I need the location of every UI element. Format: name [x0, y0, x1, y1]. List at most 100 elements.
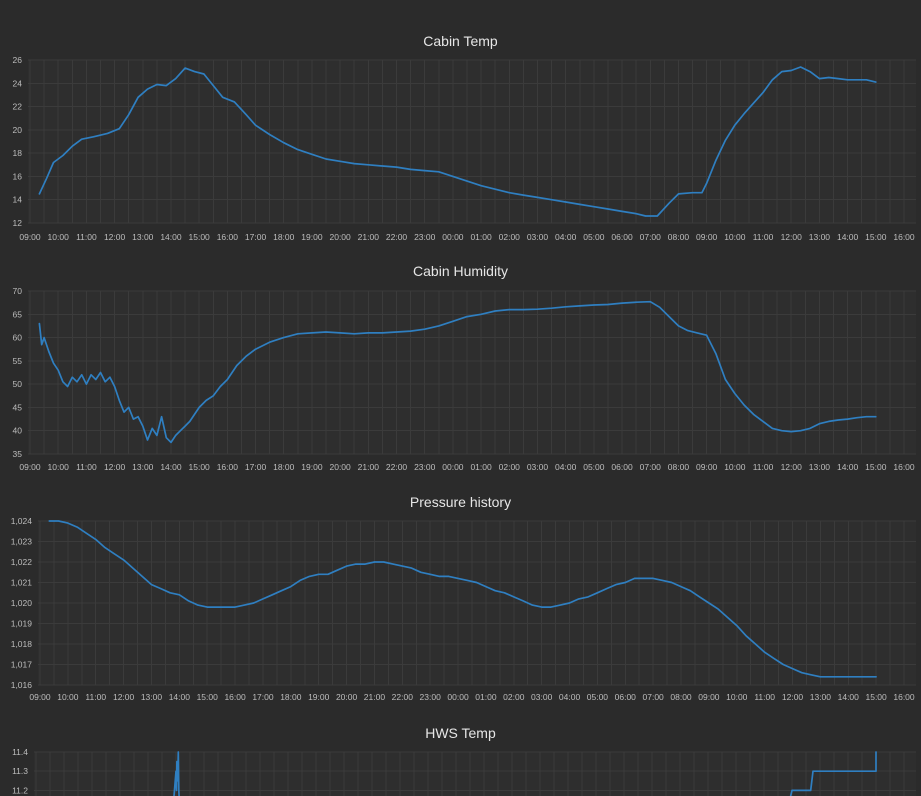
x-tick-label: 18:00	[273, 232, 295, 242]
x-tick-label: 22:00	[386, 462, 408, 472]
x-tick-label: 06:00	[611, 232, 633, 242]
x-tick-label: 05:00	[587, 692, 609, 702]
chart-cabin-humidity: Cabin Humidity 70 65 60 55 50 45 40 35 09:00 10:0…	[13, 263, 916, 472]
x-tick-label: 16:00	[893, 232, 915, 242]
y-tick-label: 16	[13, 171, 23, 181]
y-tick-label: 70	[13, 286, 23, 296]
x-tick-label: 15:00	[865, 692, 887, 702]
x-tick-label: 16:00	[217, 462, 239, 472]
x-tick-label: 12:00	[113, 692, 135, 702]
x-tick-label: 19:00	[301, 232, 323, 242]
x-tick-label: 18:00	[280, 692, 302, 702]
x-tick-label: 17:00	[245, 462, 267, 472]
x-tick-label: 00:00	[442, 462, 464, 472]
x-tick-label: 09:00	[696, 462, 718, 472]
x-tick-label: 14:00	[837, 462, 859, 472]
x-tick-label: 03:00	[527, 232, 549, 242]
x-tick-label: 11:00	[76, 462, 97, 472]
y-tick-label: 22	[13, 102, 23, 112]
x-tick-label: 16:00	[217, 232, 239, 242]
x-tick-label: 12:00	[781, 462, 803, 472]
x-tick-label: 14:00	[837, 232, 859, 242]
x-tick-label: 23:00	[414, 462, 436, 472]
x-tick-label: 19:00	[301, 462, 323, 472]
x-tick-label: 19:00	[308, 692, 330, 702]
x-tick-label: 12:00	[782, 692, 804, 702]
x-tick-label: 12:00	[104, 462, 126, 472]
x-tick-label: 08:00	[670, 692, 692, 702]
y-tick-label: 18	[13, 148, 23, 158]
x-tick-label: 15:00	[189, 462, 211, 472]
y-tick-label: 1,017	[11, 660, 33, 670]
x-tick-label: 11:00	[76, 232, 97, 242]
series-line	[38, 66, 877, 217]
x-tick-label: 01:00	[475, 692, 497, 702]
series-line	[48, 520, 877, 678]
chart-pressure-history: Pressure history 1,024 1,023 1,022 1,021 1,0…	[11, 494, 916, 702]
x-tick-label: 10:00	[48, 232, 70, 242]
x-tick-label: 10:00	[724, 232, 746, 242]
x-tick-label: 09:00	[19, 232, 41, 242]
x-tick-label: 08:00	[668, 232, 690, 242]
y-tick-label: 24	[13, 78, 23, 88]
x-tick-label: 11:00	[754, 692, 775, 702]
x-tick-label: 13:00	[132, 462, 154, 472]
x-tick-label: 02:00	[499, 232, 521, 242]
x-tick-label: 20:00	[329, 462, 351, 472]
y-tick-label: 1,021	[11, 578, 33, 588]
x-tick-label: 04:00	[555, 232, 577, 242]
x-tick-label: 12:00	[781, 232, 803, 242]
x-tick-label: 12:00	[104, 232, 126, 242]
y-tick-label: 55	[13, 356, 23, 366]
x-tick-label: 20:00	[329, 232, 351, 242]
y-tick-label: 50	[13, 379, 23, 389]
y-tick-label: 40	[13, 426, 23, 436]
x-tick-label: 09:00	[29, 692, 51, 702]
y-tick-label: 1,018	[11, 639, 33, 649]
x-tick-label: 02:00	[503, 692, 525, 702]
x-tick-label: 09:00	[696, 232, 718, 242]
x-tick-label: 23:00	[420, 692, 442, 702]
y-tick-label: 1,020	[11, 598, 33, 608]
chart-cabin-temp: Cabin Temp 26 24 22 20 18 16 14 12 09:00 10:00 11:…	[13, 33, 916, 242]
y-tick-label: 65	[13, 309, 23, 319]
y-tick-label: 1,023	[11, 537, 33, 547]
x-tick-label: 10:00	[57, 692, 79, 702]
series-line	[38, 300, 877, 444]
x-tick-label: 04:00	[559, 692, 581, 702]
x-tick-label: 02:00	[499, 462, 521, 472]
chart-title: Cabin Humidity	[413, 263, 508, 279]
y-tick-label: 14	[13, 195, 23, 205]
x-tick-label: 16:00	[893, 462, 915, 472]
x-tick-label: 04:00	[555, 462, 577, 472]
y-tick-label: 11.2	[12, 785, 28, 795]
y-tick-label: 26	[13, 55, 23, 65]
x-tick-label: 09:00	[698, 692, 720, 702]
y-tick-label: 35	[13, 449, 23, 459]
y-tick-label: 60	[13, 333, 23, 343]
x-tick-label: 10:00	[48, 462, 70, 472]
series-line	[789, 751, 877, 796]
x-tick-label: 13:00	[132, 232, 154, 242]
x-tick-label: 06:00	[611, 462, 633, 472]
series-line	[173, 751, 180, 796]
x-tick-label: 07:00	[640, 232, 662, 242]
x-tick-label: 10:00	[724, 462, 746, 472]
x-tick-label: 13:00	[810, 692, 832, 702]
x-tick-label: 21:00	[358, 232, 380, 242]
plot-area	[34, 752, 916, 796]
chart-hws-temp: HWS Temp 11.4 11.3 11.2	[12, 725, 916, 796]
x-tick-label: 15:00	[865, 232, 887, 242]
x-tick-label: 13:00	[141, 692, 163, 702]
chart-title: HWS Temp	[425, 725, 496, 741]
x-tick-label: 08:00	[668, 462, 690, 472]
y-tick-label: 20	[13, 125, 23, 135]
x-tick-label: 23:00	[414, 232, 436, 242]
x-tick-label: 11:00	[85, 692, 106, 702]
x-tick-label: 14:00	[160, 462, 182, 472]
x-tick-label: 15:00	[197, 692, 219, 702]
x-tick-label: 01:00	[470, 462, 492, 472]
x-tick-label: 00:00	[442, 232, 464, 242]
x-tick-label: 11:00	[753, 232, 774, 242]
